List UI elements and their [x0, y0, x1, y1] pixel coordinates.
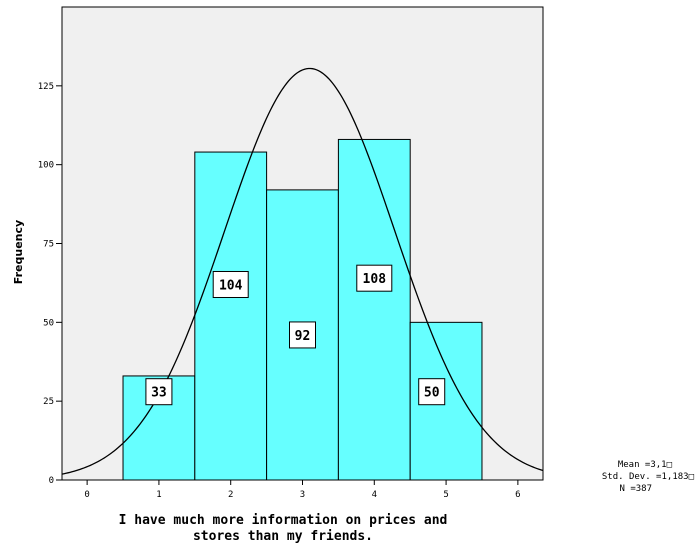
- data-label-3: 92: [289, 321, 316, 349]
- y-tick-label-100: 100: [38, 161, 54, 171]
- stats-n: N =387: [619, 484, 652, 494]
- stats-mean: Mean =3,1□: [618, 460, 673, 470]
- histogram-bar-2: [194, 151, 268, 481]
- x-tick-label-6: 6: [515, 490, 520, 500]
- x-tick-label-0: 0: [84, 490, 89, 500]
- data-label-text: 50: [424, 386, 440, 401]
- data-label-text: 33: [151, 386, 167, 401]
- x-axis-label-line-1: I have much more information on prices a…: [119, 513, 448, 528]
- x-tick-label-4: 4: [372, 490, 377, 500]
- y-tick-label-0: 0: [49, 476, 54, 486]
- data-label-box: [418, 378, 446, 406]
- y-tick-label-25: 25: [43, 397, 54, 407]
- data-label-box: [356, 264, 393, 292]
- data-label-text: 104: [219, 278, 243, 293]
- y-tick-label-50: 50: [43, 318, 54, 328]
- data-label-1: 33: [145, 378, 173, 406]
- y-tick-label-75: 75: [43, 240, 54, 250]
- data-label-box: [289, 321, 316, 349]
- y-tick-label-125: 125: [38, 82, 54, 92]
- data-label-text: 108: [363, 272, 387, 287]
- x-tick-label-1: 1: [156, 490, 161, 500]
- data-label-4: 108: [356, 264, 393, 292]
- normal-curve: [61, 67, 544, 475]
- x-axis-label-line-2: stores than my friends.: [193, 529, 373, 544]
- y-axis-label: Frequency: [12, 220, 25, 284]
- stats-std-dev: Std. Dev. =1,183□: [602, 472, 695, 482]
- histogram-bar-4: [337, 138, 411, 481]
- data-label-text: 92: [295, 329, 311, 344]
- data-label-5: 50: [418, 378, 446, 406]
- x-tick-label-3: 3: [300, 490, 305, 500]
- data-label-box: [145, 378, 173, 406]
- x-tick-label-5: 5: [443, 490, 448, 500]
- data-label-2: 104: [212, 270, 249, 298]
- data-label-box: [212, 270, 249, 298]
- x-tick-label-2: 2: [228, 490, 233, 500]
